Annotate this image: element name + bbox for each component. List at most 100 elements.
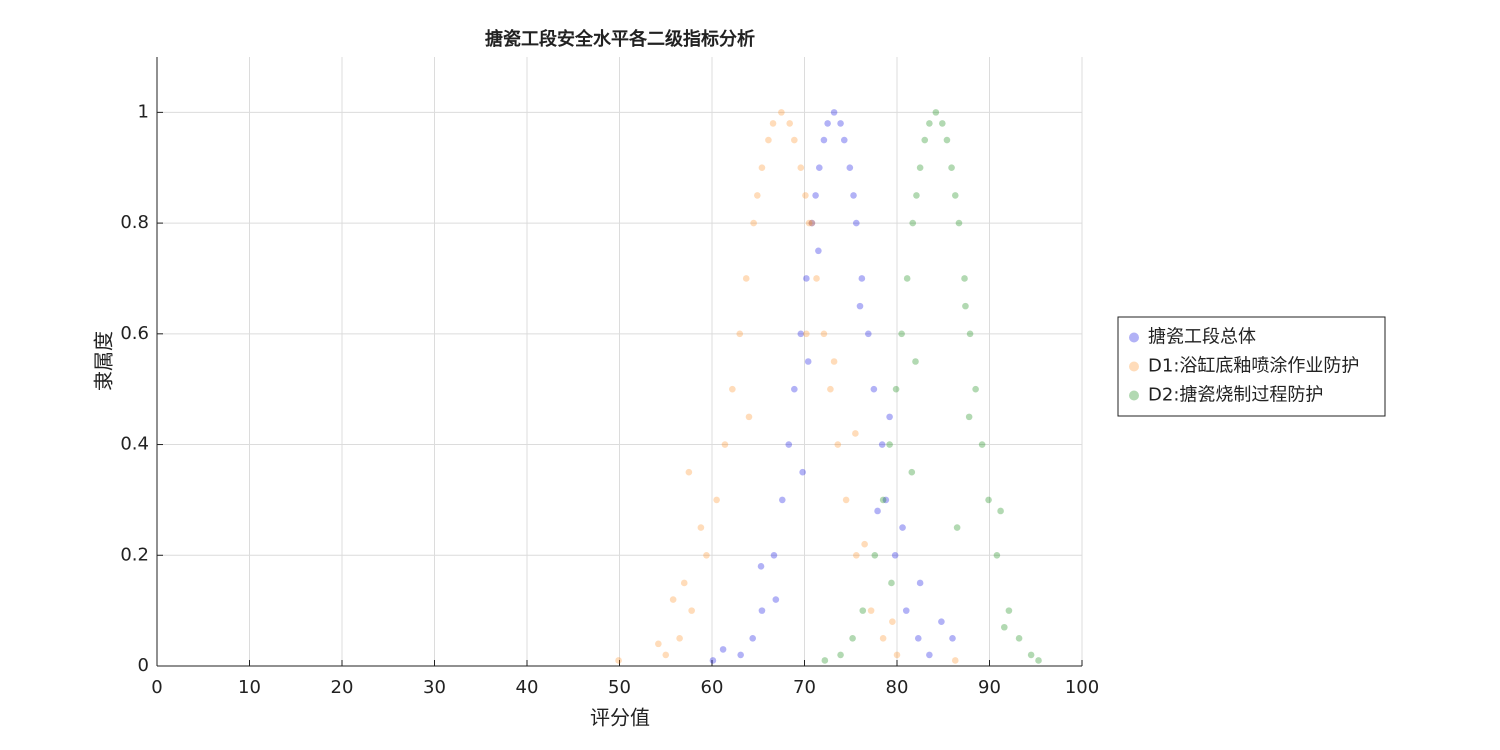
y-tick-label: 0.8: [120, 212, 149, 233]
point: [889, 618, 896, 626]
legend-marker: [1129, 390, 1139, 401]
point: [850, 192, 857, 199]
point: [853, 551, 860, 559]
point: [737, 651, 744, 659]
point: [804, 358, 812, 365]
point: [921, 136, 929, 144]
point: [655, 640, 662, 648]
point: [878, 441, 886, 448]
x-tick-label: 70: [793, 677, 816, 698]
point: [813, 275, 820, 282]
point: [961, 275, 968, 282]
point: [802, 192, 809, 199]
point: [870, 385, 878, 393]
point: [893, 651, 901, 659]
point: [749, 635, 756, 642]
point: [938, 618, 945, 626]
point: [834, 441, 842, 448]
point: [972, 385, 979, 393]
point: [754, 192, 761, 199]
y-tick-label: 0.4: [120, 434, 149, 455]
point: [703, 551, 710, 559]
point: [824, 120, 831, 127]
x-tick-label: 50: [608, 677, 631, 698]
point: [965, 413, 973, 421]
point: [750, 219, 757, 227]
point: [997, 507, 1004, 515]
chart-title: 搪瓷工段安全水平各二级指标分析: [485, 28, 755, 50]
point: [886, 413, 893, 421]
point: [821, 657, 829, 664]
x-tick-label: 40: [516, 677, 539, 698]
point: [932, 109, 940, 116]
point: [662, 651, 670, 659]
point: [949, 635, 956, 642]
point: [797, 330, 805, 338]
point: [849, 635, 856, 642]
point: [799, 468, 806, 476]
point: [772, 596, 780, 603]
point: [898, 330, 905, 338]
x-tick-label: 60: [701, 677, 724, 698]
point: [719, 646, 727, 653]
point: [908, 468, 916, 476]
point: [914, 635, 922, 642]
x-tick-label: 30: [423, 677, 446, 698]
point: [852, 430, 859, 437]
point: [865, 330, 872, 338]
point: [837, 120, 844, 127]
point: [861, 540, 868, 548]
point: [955, 219, 963, 227]
y-tick-label: 0: [138, 655, 149, 676]
point: [853, 219, 860, 227]
point: [874, 507, 881, 515]
point: [948, 164, 955, 172]
point: [993, 551, 1001, 559]
point: [985, 496, 992, 504]
point: [680, 579, 688, 587]
point: [888, 579, 895, 587]
point: [669, 596, 677, 603]
point: [1027, 651, 1035, 659]
point: [837, 651, 844, 659]
point: [916, 164, 924, 172]
point: [886, 441, 893, 448]
point: [909, 219, 917, 227]
point: [721, 441, 729, 448]
x-axis-label: 评分值: [590, 706, 650, 730]
legend-marker: [1129, 361, 1139, 372]
point: [765, 136, 772, 144]
point: [709, 657, 717, 664]
point: [786, 120, 793, 127]
point: [688, 607, 695, 614]
point: [757, 563, 765, 570]
point: [916, 579, 924, 587]
point: [808, 219, 816, 227]
point: [903, 275, 911, 282]
point: [803, 275, 810, 282]
point: [736, 330, 744, 338]
point: [926, 651, 933, 659]
point: [812, 192, 819, 199]
point: [820, 330, 828, 338]
point: [879, 496, 887, 504]
point: [770, 551, 778, 559]
x-tick-label: 90: [978, 677, 1001, 698]
point: [791, 385, 798, 393]
point: [830, 109, 838, 116]
point: [615, 657, 622, 664]
y-tick-label: 0.2: [120, 544, 149, 565]
point: [769, 120, 777, 127]
point: [912, 358, 919, 365]
point: [729, 385, 736, 393]
point: [840, 136, 848, 144]
point: [676, 635, 683, 642]
y-tick-label: 0.6: [120, 323, 149, 344]
legend-label: D2:搪瓷烧制过程防护: [1148, 385, 1323, 406]
point: [943, 136, 951, 144]
x-tick-label: 0: [151, 677, 162, 698]
point: [758, 607, 766, 614]
point: [902, 607, 910, 614]
point: [842, 496, 850, 504]
x-tick-label: 20: [331, 677, 354, 698]
